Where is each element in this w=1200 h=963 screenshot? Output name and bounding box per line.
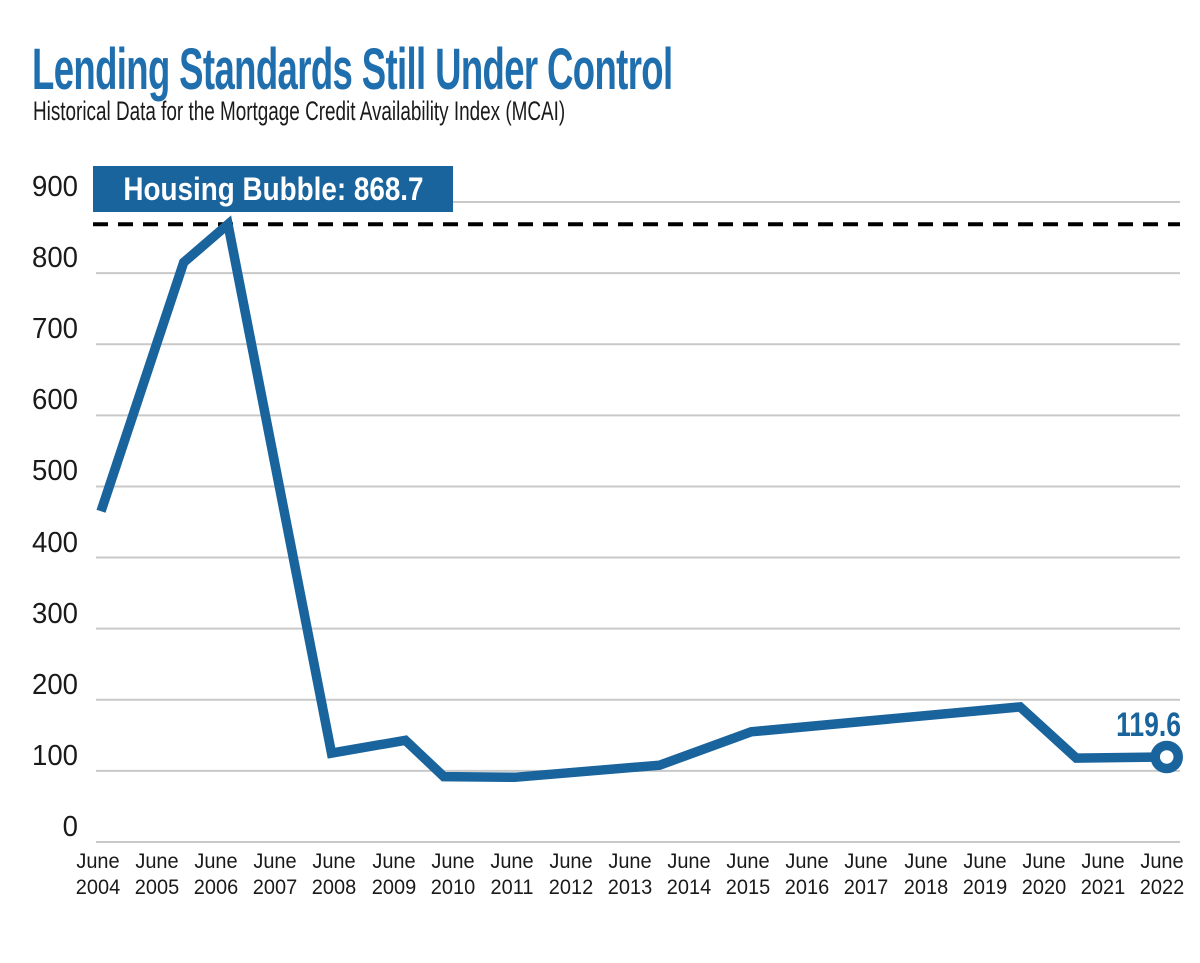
y-tick-label: 700 (32, 313, 78, 346)
x-tick-month: June (431, 850, 475, 873)
x-tick-year: 2006 (194, 876, 239, 899)
x-tick-month: June (608, 850, 652, 873)
x-tick-year: 2004 (75, 876, 121, 899)
x-tick-label: June 2007 (242, 849, 309, 901)
x-tick-year: 2021 (1080, 876, 1126, 899)
x-tick-label: June 2005 (124, 849, 191, 901)
x-tick-month: June (785, 850, 829, 873)
x-tick-year: 2005 (134, 876, 180, 899)
y-tick-label: 0 (62, 811, 78, 843)
chart-title: Lending Standards Still Under Control (32, 37, 673, 102)
x-tick-year: 2014 (666, 876, 712, 899)
x-tick-label: June 2013 (597, 849, 664, 901)
y-tick-label: 200 (32, 668, 78, 701)
x-tick-month: June (76, 850, 120, 873)
x-tick-month: June (135, 850, 179, 873)
x-tick-month: June (490, 850, 534, 873)
x-tick-year: 2009 (371, 876, 416, 899)
x-tick-year: 2018 (903, 876, 948, 899)
x-tick-month: June (371, 850, 416, 873)
x-tick-label: June 2017 (833, 849, 900, 901)
x-tick-year: 2013 (607, 876, 653, 899)
x-tick-month: June (963, 850, 1007, 873)
x-tick-year: 2020 (1021, 876, 1066, 899)
x-tick-label: June 2009 (360, 849, 427, 901)
x-tick-year: 2008 (312, 876, 357, 899)
x-tick-month: June (667, 850, 711, 873)
housing-bubble-callout-label: Housing Bubble: 868.7 (122, 170, 424, 207)
x-tick-year: 2017 (844, 876, 889, 899)
x-tick-month: June (903, 850, 948, 873)
x-tick-label: June 2020 (1011, 849, 1078, 901)
housing-bubble-callout: Housing Bubble: 868.7 (93, 166, 453, 212)
x-tick-year: 2019 (962, 876, 1007, 899)
x-tick-month: June (194, 850, 238, 873)
x-tick-month: June (844, 850, 889, 873)
x-tick-year: 2011 (490, 876, 534, 899)
x-tick-year: 2016 (785, 876, 830, 899)
y-tick-label: 500 (32, 455, 78, 488)
x-tick-label: June 2012 (538, 849, 605, 901)
x-tick-label: June 2006 (183, 849, 250, 901)
x-tick-year: 2007 (253, 876, 298, 899)
x-tick-year: 2012 (548, 876, 594, 899)
mcai-series-line (96, 215, 1167, 783)
x-tick-month: June (1081, 850, 1125, 873)
x-tick-year: 2015 (726, 876, 771, 899)
y-tick-label: 100 (32, 739, 78, 772)
x-tick-month: June (1140, 850, 1184, 873)
x-tick-label: June 2011 (479, 849, 546, 901)
x-tick-label: June 2022 (1129, 849, 1196, 901)
x-tick-label: June 2016 (774, 849, 841, 901)
x-tick-month: June (253, 850, 297, 873)
chart-subtitle: Historical Data for the Mortgage Credit … (33, 96, 566, 126)
current-value-label: 119.6 (1116, 705, 1181, 744)
x-tick-label: June 2008 (301, 849, 368, 901)
y-tick-label: 300 (32, 597, 78, 630)
x-tick-year: 2022 (1139, 876, 1185, 899)
gridlines (96, 201, 1180, 843)
x-tick-month: June (312, 850, 357, 873)
x-tick-label: June 2014 (656, 849, 723, 901)
x-tick-year: 2010 (430, 876, 475, 899)
end-point-marker (1150, 740, 1183, 774)
y-tick-label: 600 (32, 384, 78, 417)
x-tick-label: June 2015 (715, 849, 782, 901)
x-tick-month: June (549, 850, 593, 873)
y-tick-label: 900 (32, 171, 78, 203)
x-tick-label: June 2018 (892, 849, 959, 901)
x-tick-label: June 2004 (65, 849, 132, 901)
y-tick-label: 800 (32, 242, 78, 275)
x-tick-month: June (1022, 850, 1066, 873)
y-tick-label: 400 (32, 526, 78, 559)
x-tick-label: June 2019 (951, 849, 1018, 901)
x-tick-month: June (726, 850, 770, 873)
x-tick-label: June 2010 (419, 849, 486, 901)
x-tick-label: June 2021 (1070, 849, 1137, 901)
